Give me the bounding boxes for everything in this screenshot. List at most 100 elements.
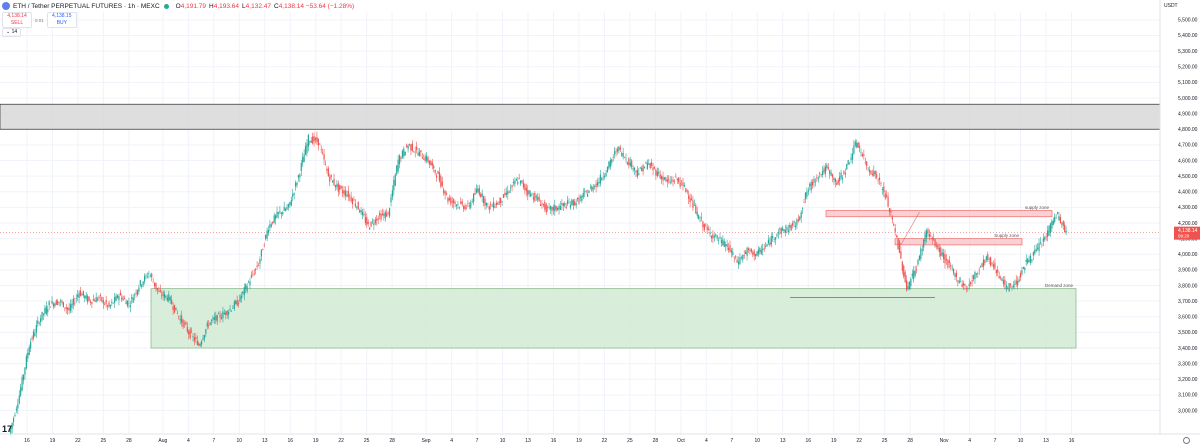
candle-body (319, 143, 321, 145)
settings-gear-icon[interactable] (1183, 437, 1190, 444)
candle-body (606, 166, 609, 173)
candle-body (849, 162, 851, 164)
candle-body (453, 199, 455, 204)
candle-body (77, 294, 79, 298)
candle-body (853, 145, 855, 154)
indicator-toggle[interactable]: ⌄ 14 (2, 28, 22, 37)
candle-body (346, 194, 348, 196)
candle-body (886, 195, 888, 197)
candle-body (374, 219, 376, 224)
buy-button[interactable]: 4,138.15 BUY (46, 12, 77, 28)
candle-body (216, 314, 218, 322)
candle-body (272, 221, 274, 224)
candle-body (162, 291, 164, 297)
candle-body (1012, 285, 1015, 288)
y-tick-label: 4,500.00 (1178, 174, 1198, 180)
low-key: L (242, 2, 246, 10)
candle-body (277, 212, 280, 214)
candle-body (579, 196, 582, 198)
sell-button[interactable]: 4,138.14 SELL (2, 12, 32, 28)
candle-body (158, 290, 160, 292)
candle-body (266, 230, 268, 239)
candle-body (717, 240, 720, 241)
candle-body (792, 223, 794, 226)
symbol-title[interactable]: ETH / Tether PERPETUAL FUTURES · 1h · ME… (13, 2, 160, 10)
candle-body (218, 312, 220, 314)
candle-body (508, 192, 510, 193)
candle-body (925, 230, 928, 238)
candle-body (877, 179, 879, 181)
candle-body (22, 374, 25, 381)
candle-body (108, 302, 110, 307)
candle-body (357, 201, 359, 210)
candle-body (181, 315, 183, 323)
candle-body (779, 228, 781, 230)
candle-body (1038, 243, 1040, 252)
candle-body (997, 269, 999, 273)
candle-body (463, 206, 465, 209)
candle-body (199, 343, 201, 347)
candle-body (1009, 283, 1012, 286)
candle-body (557, 207, 559, 211)
currency-label[interactable]: USDT (1164, 3, 1178, 9)
candle-body (673, 181, 676, 183)
candle-body (208, 325, 210, 326)
y-tick-label: 4,000.00 (1178, 252, 1198, 258)
candle-body (230, 310, 233, 312)
candle-body (403, 148, 405, 157)
candle-body (119, 292, 121, 296)
candle-body (578, 197, 580, 204)
candle-body (242, 291, 244, 294)
candle-body (418, 151, 421, 156)
candle-body (78, 292, 80, 298)
candle-body (911, 273, 913, 277)
candle-body (49, 306, 52, 308)
candle-body (280, 212, 282, 214)
candle-body (541, 203, 543, 205)
candle-body (957, 280, 959, 282)
candle-body (716, 235, 718, 239)
candle-body (985, 256, 987, 260)
candle-body (500, 197, 502, 203)
candle-body (31, 337, 33, 340)
candle-body (651, 162, 653, 167)
candle-body (447, 197, 449, 202)
x-tick-label: 16 (1069, 438, 1075, 444)
candle-body (807, 190, 809, 192)
projection-path (896, 211, 920, 246)
tradingview-logo-icon[interactable]: 17 (2, 424, 13, 434)
candle-body (649, 162, 651, 168)
candle-body (585, 190, 587, 192)
candle-body (819, 172, 821, 174)
candle-body (773, 239, 775, 240)
candle-body (830, 172, 832, 176)
candle-body (1007, 287, 1009, 289)
candle-body (934, 239, 936, 247)
candle-body (96, 298, 99, 301)
candle-body (482, 196, 485, 204)
candle-body (52, 303, 55, 307)
candle-body (406, 145, 408, 147)
candle-body (166, 297, 168, 301)
candle-body (930, 235, 932, 237)
zone-label-2: Supply zone (994, 233, 1019, 238)
candle-body (860, 152, 862, 153)
candle-body (588, 190, 590, 194)
candle-body (868, 169, 871, 173)
candle-body (300, 162, 302, 171)
candle-body (287, 203, 290, 208)
candle-body (586, 194, 589, 197)
candle-body (470, 202, 472, 208)
candle-body (670, 180, 673, 182)
candle-body (695, 205, 697, 214)
candle-body (260, 249, 262, 257)
candle-body (548, 207, 550, 208)
candle-body (176, 313, 178, 315)
candle-body (874, 171, 876, 175)
candle-body (498, 201, 500, 204)
candle-body (715, 234, 717, 236)
candle-body (780, 227, 782, 234)
candle-body (210, 320, 213, 322)
candle-body (84, 295, 86, 299)
